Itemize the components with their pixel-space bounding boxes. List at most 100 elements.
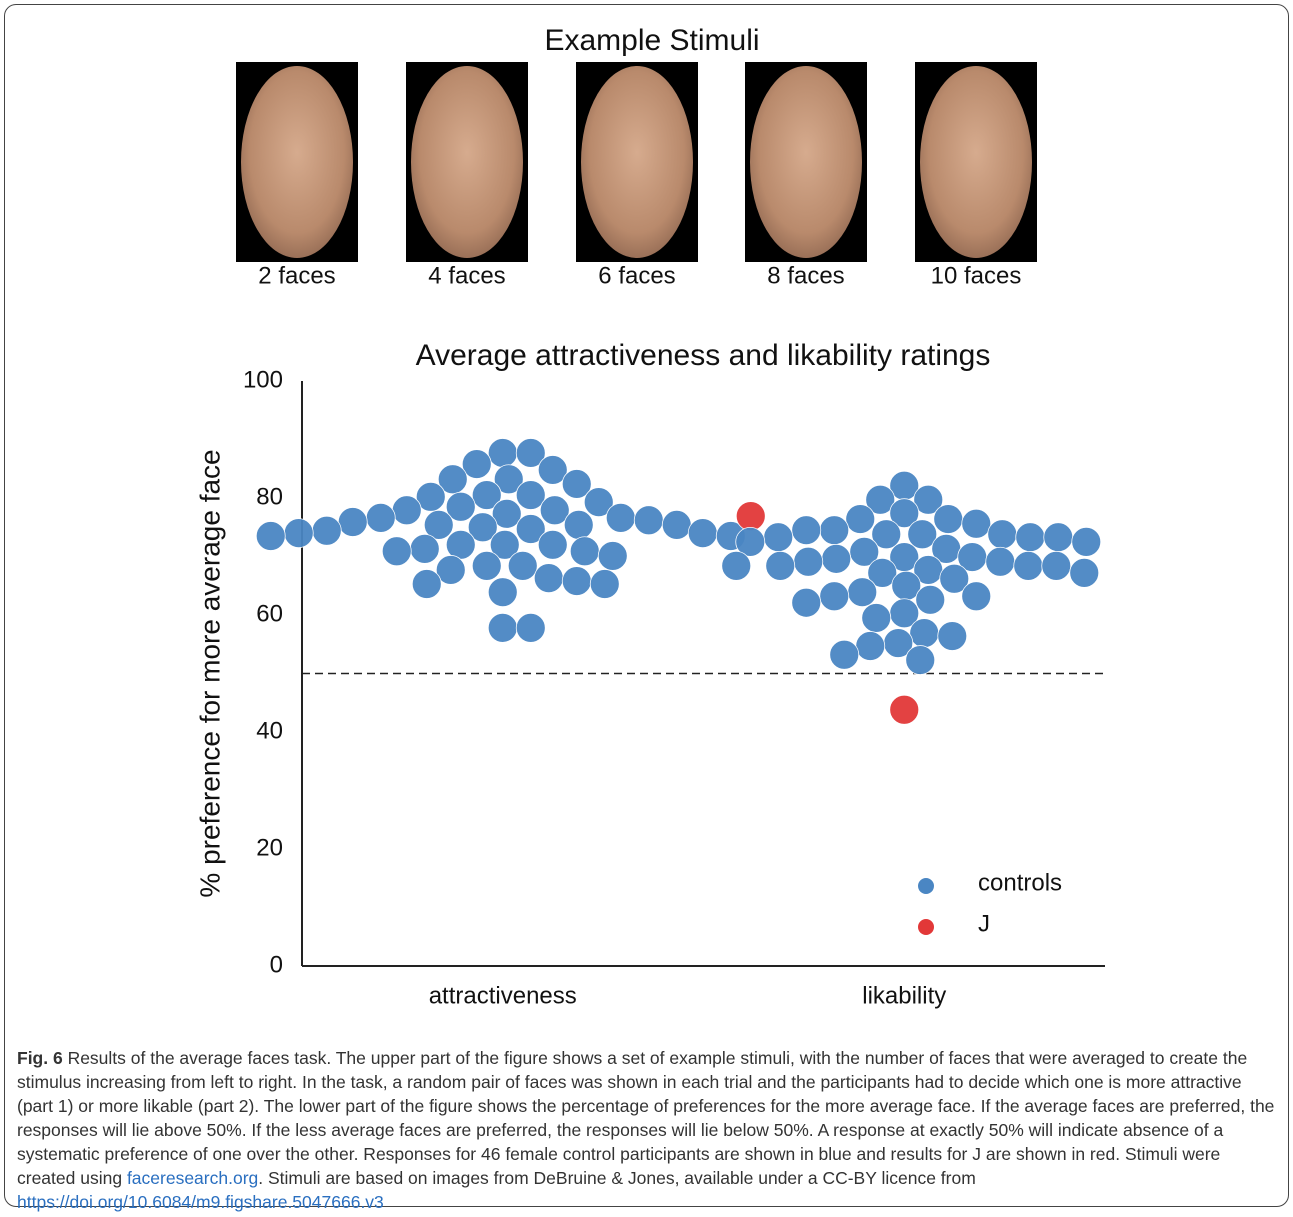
figure-frame (4, 4, 1289, 1207)
caption: Fig. 6 Results of the average faces task… (17, 1046, 1279, 1214)
stimulus-face (241, 66, 353, 258)
caption-link[interactable]: faceresearch.org (126, 1168, 259, 1188)
control-point (471, 480, 502, 510)
stimulus-face (411, 66, 523, 258)
caption-link[interactable]: https://doi.org/10.6084/m9.figshare.5047… (17, 1192, 384, 1212)
control-point (411, 569, 442, 599)
control-point (255, 521, 286, 551)
legend-label: controls (978, 869, 1062, 896)
y-tick-label: 0 (270, 951, 283, 978)
control-point (515, 480, 546, 510)
control-point (721, 550, 752, 581)
control-point (415, 481, 446, 512)
control-point (987, 519, 1018, 550)
control-point (445, 529, 476, 560)
y-tick-label: 80 (256, 483, 283, 510)
control-point (515, 514, 546, 544)
chart-title: Average attractiveness and likability ra… (416, 339, 991, 372)
legend-marker (918, 919, 934, 935)
control-point (633, 505, 664, 536)
control-point (961, 508, 992, 539)
control-point (849, 536, 880, 567)
control-point (905, 645, 936, 675)
control-point (589, 569, 620, 599)
control-point (1043, 522, 1074, 553)
control-point (735, 526, 766, 557)
stimulus-label: 8 faces (767, 262, 844, 289)
control-point (819, 515, 850, 546)
control-point (937, 621, 968, 651)
control-point (939, 563, 970, 594)
control-point (1015, 522, 1046, 553)
control-point (491, 498, 522, 529)
control-point (793, 546, 824, 577)
control-point (605, 502, 636, 533)
control-point (489, 529, 520, 560)
control-point (1069, 557, 1100, 588)
control-point (763, 522, 794, 553)
control-point (569, 536, 600, 567)
control-point (1013, 550, 1044, 581)
control-point (435, 555, 466, 585)
x-tick-label: attractiveness (429, 982, 577, 1009)
control-point (537, 455, 568, 485)
control-point (765, 550, 796, 581)
control-point (391, 495, 422, 526)
control-point (661, 510, 692, 540)
control-point (537, 529, 568, 560)
control-point (381, 536, 412, 567)
control-point (791, 515, 822, 546)
control-point (515, 612, 546, 643)
j-point (889, 694, 920, 725)
control-point (985, 546, 1016, 577)
control-point (821, 543, 852, 574)
control-point (865, 484, 896, 515)
caption-label: Fig. 6 (17, 1048, 63, 1068)
stimulus-label: 6 faces (598, 262, 675, 289)
y-tick-label: 20 (256, 834, 283, 861)
control-point (913, 484, 944, 515)
caption-text: . Stimuli are based on images from DeBru… (258, 1168, 976, 1188)
control-point (819, 581, 850, 612)
stimulus-label: 4 faces (428, 262, 505, 289)
control-point (487, 612, 518, 643)
control-point (907, 519, 938, 550)
y-tick-label: 60 (256, 600, 283, 627)
stimuli-title: Example Stimuli (544, 24, 759, 57)
control-point (687, 518, 718, 548)
control-point (909, 618, 940, 649)
control-point (563, 510, 594, 540)
j-point (735, 501, 766, 532)
control-point (493, 464, 524, 495)
caption-text: Results of the average faces task. The u… (17, 1048, 1275, 1188)
control-point (533, 563, 564, 594)
legend-marker (918, 878, 934, 894)
control-point (515, 438, 546, 468)
control-point (829, 639, 860, 670)
control-point (467, 512, 498, 543)
control-point (1041, 550, 1072, 581)
control-point (337, 507, 368, 537)
control-point (423, 510, 454, 540)
x-tick-label: likability (862, 982, 946, 1009)
control-point (507, 550, 538, 581)
control-point (845, 504, 876, 534)
control-point (933, 504, 964, 534)
control-point (365, 502, 396, 533)
stimulus-face (750, 66, 862, 258)
control-point (889, 498, 920, 529)
control-point (471, 550, 502, 581)
control-point (871, 519, 902, 550)
control-point (855, 631, 886, 661)
control-point (561, 566, 592, 596)
control-point (445, 491, 476, 522)
y-tick-label: 40 (256, 717, 283, 744)
stimulus-face (920, 66, 1032, 258)
legend-label: J (978, 910, 990, 937)
y-tick-label: 100 (243, 366, 283, 393)
control-point (461, 449, 492, 479)
control-point (847, 577, 878, 608)
control-point (487, 438, 518, 468)
control-point (861, 603, 892, 633)
control-point (597, 541, 628, 571)
